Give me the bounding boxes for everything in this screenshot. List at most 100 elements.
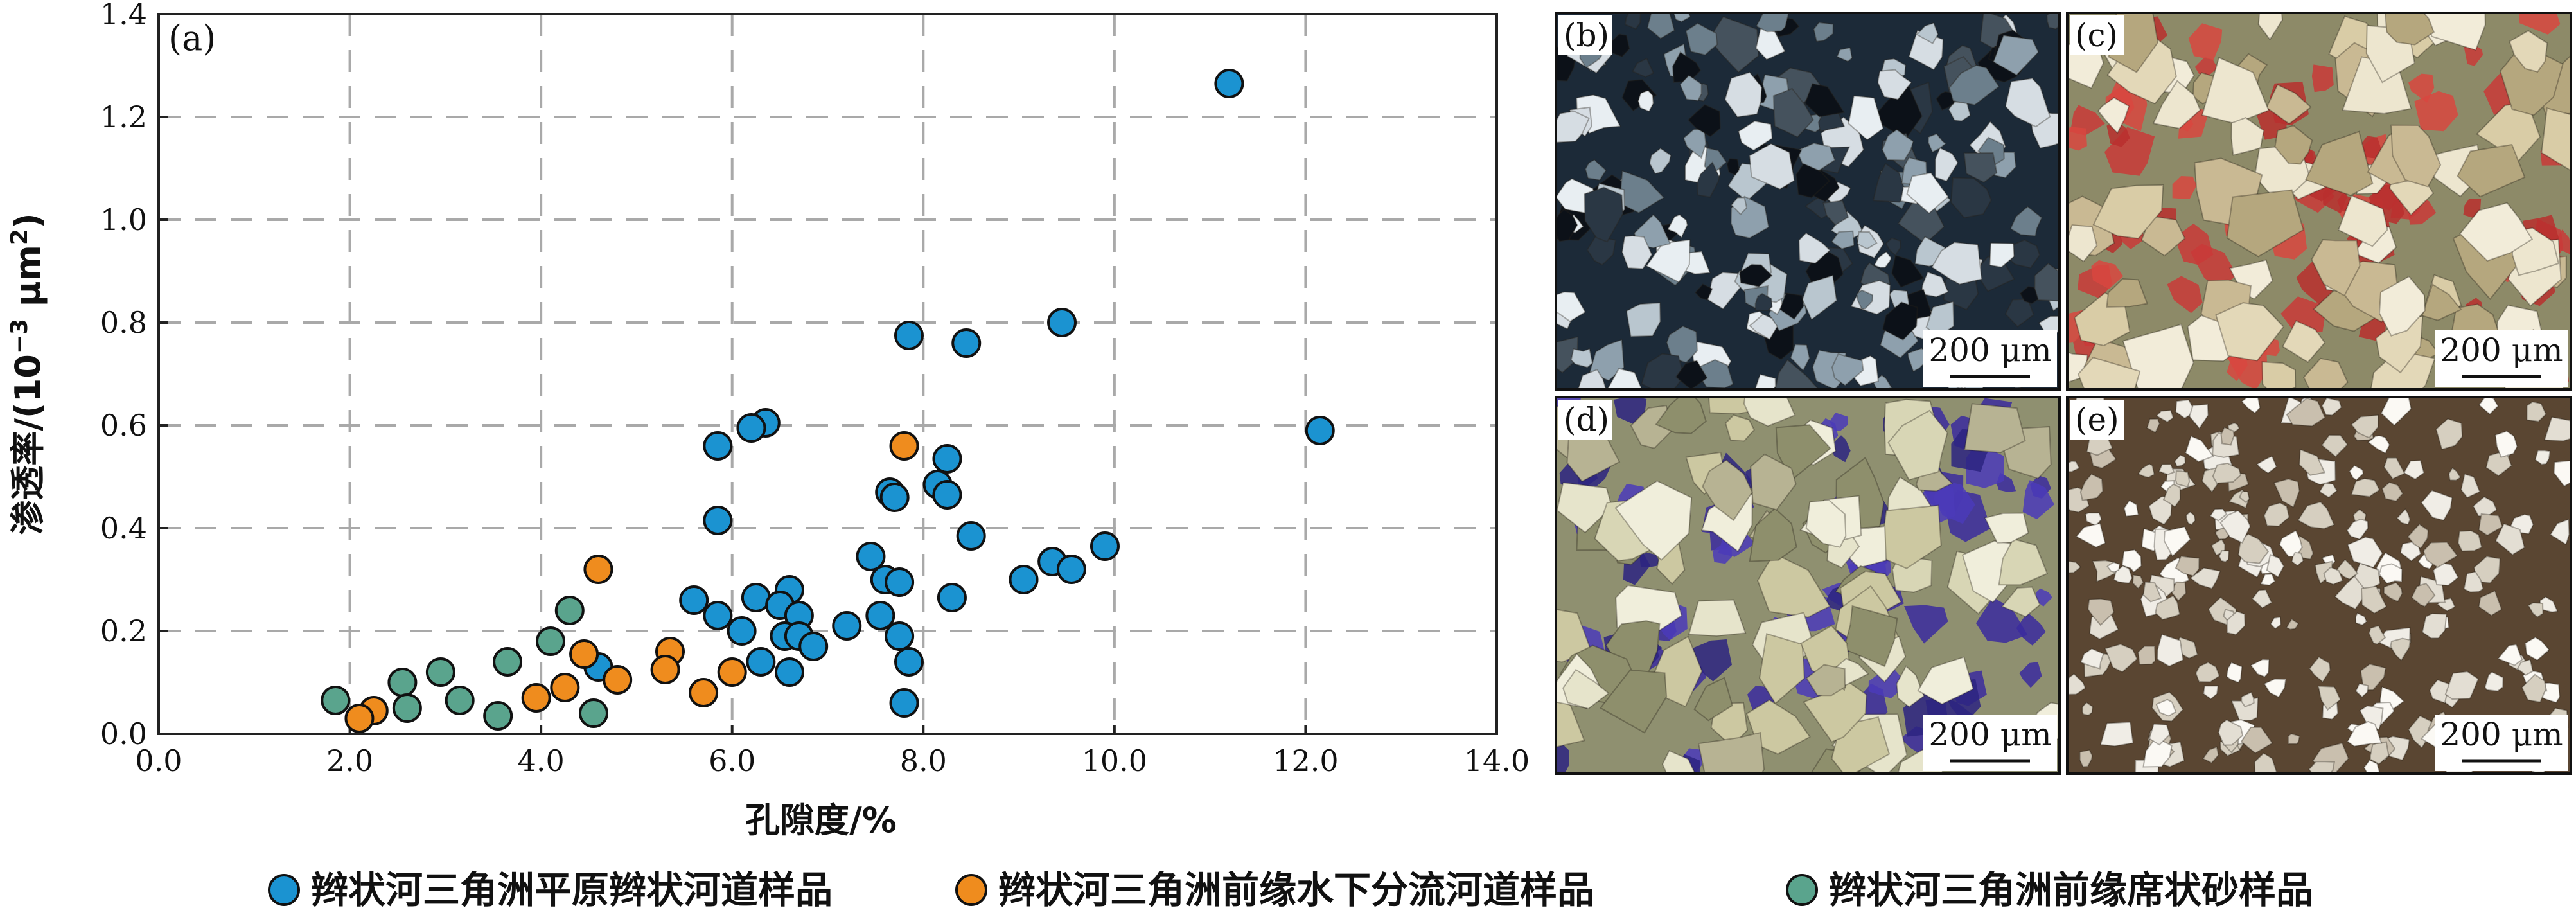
data-point-series-3 — [387, 668, 418, 697]
x-tick-label: 8.0 — [900, 743, 947, 778]
data-point-series-1 — [1214, 69, 1244, 98]
y-tick-label: 0.8 — [100, 305, 147, 340]
data-point-series-1 — [1009, 565, 1039, 594]
data-point-series-1 — [1047, 308, 1077, 337]
y-axis-label-close: ) — [8, 213, 48, 229]
data-point-series-2 — [521, 683, 551, 713]
micrograph-label-bg-c — [2070, 15, 2124, 55]
y-axis-label-unit-exp: 2 — [6, 229, 33, 245]
x-tick-label: 4.0 — [518, 743, 565, 778]
data-point-series-1 — [1090, 531, 1120, 561]
data-point-series-1 — [885, 621, 915, 651]
x-tick-label: 6.0 — [709, 743, 755, 778]
micrograph-label-d: (d) — [1564, 401, 1609, 438]
y-tick-label: 0.4 — [100, 511, 147, 546]
scale-bar-label-b: 200 μm — [1928, 332, 2051, 369]
micrograph-c — [2066, 12, 2572, 391]
data-point-series-3 — [578, 698, 608, 728]
micrograph-b — [1555, 12, 2061, 391]
data-point-series-1 — [798, 632, 829, 661]
data-point-series-1 — [889, 688, 919, 718]
data-point-series-2 — [603, 665, 633, 695]
data-point-series-1 — [736, 413, 766, 443]
y-axis-label: 渗透率/(10−3 μm2) — [6, 213, 48, 535]
micrograph-e — [2066, 396, 2572, 775]
micrograph-labels: (b) 200 μm (c) 200 μm (d) 200 μm (e) 200 μm — [1558, 15, 2568, 771]
scale-bar-label-e: 200 μm — [2440, 716, 2563, 753]
micrograph-label-e: (e) — [2075, 401, 2119, 438]
x-tick-label: 0.0 — [135, 743, 182, 778]
legend-marker-series-2 — [955, 874, 987, 906]
data-point-series-3 — [493, 647, 523, 677]
legend-marker-series-1 — [268, 874, 300, 906]
y-axis-label-unit: μm — [8, 245, 48, 319]
y-tick-label: 0.0 — [100, 716, 147, 751]
data-point-series-3 — [536, 626, 566, 656]
micrograph-d — [1555, 396, 2061, 775]
y-tick-label: 1.4 — [100, 0, 147, 31]
data-point-series-2 — [689, 678, 719, 707]
data-point-series-2 — [583, 555, 613, 584]
micrograph-label-bg-e — [2070, 400, 2124, 440]
data-points — [321, 69, 1335, 733]
data-point-series-1 — [703, 601, 733, 630]
data-point-series-3 — [425, 657, 455, 687]
x-axis-label: 孔隙度/% — [745, 800, 897, 840]
x-tick-label: 2.0 — [326, 743, 373, 778]
data-point-series-3 — [554, 596, 585, 625]
y-tick-label: 1.2 — [100, 100, 147, 134]
data-point-series-1 — [774, 657, 804, 687]
grid-lines — [159, 14, 1497, 734]
data-point-series-1 — [1305, 416, 1335, 445]
data-point-series-1 — [932, 444, 962, 474]
data-point-series-2 — [550, 673, 580, 702]
x-axis-ticks: 0.0 2.0 4.0 6.0 8.0 10.0 12.0 14.0 — [135, 725, 1530, 778]
data-point-series-1 — [1056, 555, 1086, 584]
micrograph-label-c: (c) — [2075, 17, 2118, 54]
data-point-series-1 — [746, 647, 776, 677]
scatter-plot: 0.0 2.0 4.0 6.0 8.0 10.0 12.0 14.0 0.0 0.2 0.4 0.6… — [6, 0, 1530, 840]
y-axis-label-exp: −3 — [6, 319, 33, 354]
panel-label-a: (a) — [168, 18, 216, 58]
data-point-series-1 — [932, 480, 962, 510]
y-tick-label: 0.2 — [100, 614, 147, 648]
data-point-series-1 — [879, 483, 910, 512]
legend-label-series-3: 辫状河三角洲前缘席状砂样品 — [1829, 868, 2313, 912]
scale-bar-label-c: 200 μm — [2440, 332, 2563, 369]
data-point-series-1 — [832, 611, 862, 641]
y-axis-ticks: 0.0 0.2 0.4 0.6 0.8 1.0 1.2 1.4 — [100, 0, 168, 751]
data-point-series-2 — [717, 657, 747, 687]
plot-frame — [157, 13, 1498, 735]
data-point-series-3 — [445, 686, 475, 715]
data-point-series-1 — [703, 431, 733, 461]
y-axis-label-main: 渗透率/(10 — [8, 354, 48, 535]
legend-label-series-2: 辫状河三角洲前缘水下分流河道样品 — [998, 868, 1594, 912]
micrograph-label-bg-b — [1558, 15, 1612, 55]
micrograph-panels: (b) 200 μm (c) 200 μm (d) 200 μm (e) 200 μm — [1555, 12, 2572, 775]
x-tick-label: 12.0 — [1273, 743, 1338, 778]
data-point-series-1 — [885, 567, 915, 597]
data-point-series-2 — [569, 639, 599, 669]
x-tick-label: 14.0 — [1464, 743, 1530, 778]
legend: 辫状河三角洲平原辫状河道样品 辫状河三角洲前缘水下分流河道样品 辫状河三角洲前缘席状… — [268, 868, 2313, 912]
data-point-series-3 — [321, 686, 351, 715]
legend-marker-series-3 — [1786, 874, 1818, 906]
data-point-series-1 — [679, 585, 709, 615]
scale-bar-label-d: 200 μm — [1928, 716, 2051, 753]
data-point-series-1 — [856, 542, 886, 571]
data-point-series-3 — [392, 693, 422, 723]
data-point-series-1 — [956, 521, 986, 551]
data-point-series-2 — [650, 655, 680, 684]
y-tick-label: 1.0 — [100, 202, 147, 237]
data-point-series-1 — [951, 328, 982, 358]
data-point-series-1 — [865, 601, 895, 630]
data-point-series-1 — [727, 616, 757, 646]
legend-label-series-1: 辫状河三角洲平原辫状河道样品 — [311, 868, 833, 912]
y-tick-label: 0.6 — [100, 408, 147, 443]
micrograph-label-bg-d — [1558, 400, 1612, 440]
data-point-series-3 — [483, 701, 513, 731]
data-point-series-1 — [703, 506, 733, 535]
data-point-series-1 — [894, 647, 924, 677]
micrograph-label-b: (b) — [1564, 17, 1609, 54]
